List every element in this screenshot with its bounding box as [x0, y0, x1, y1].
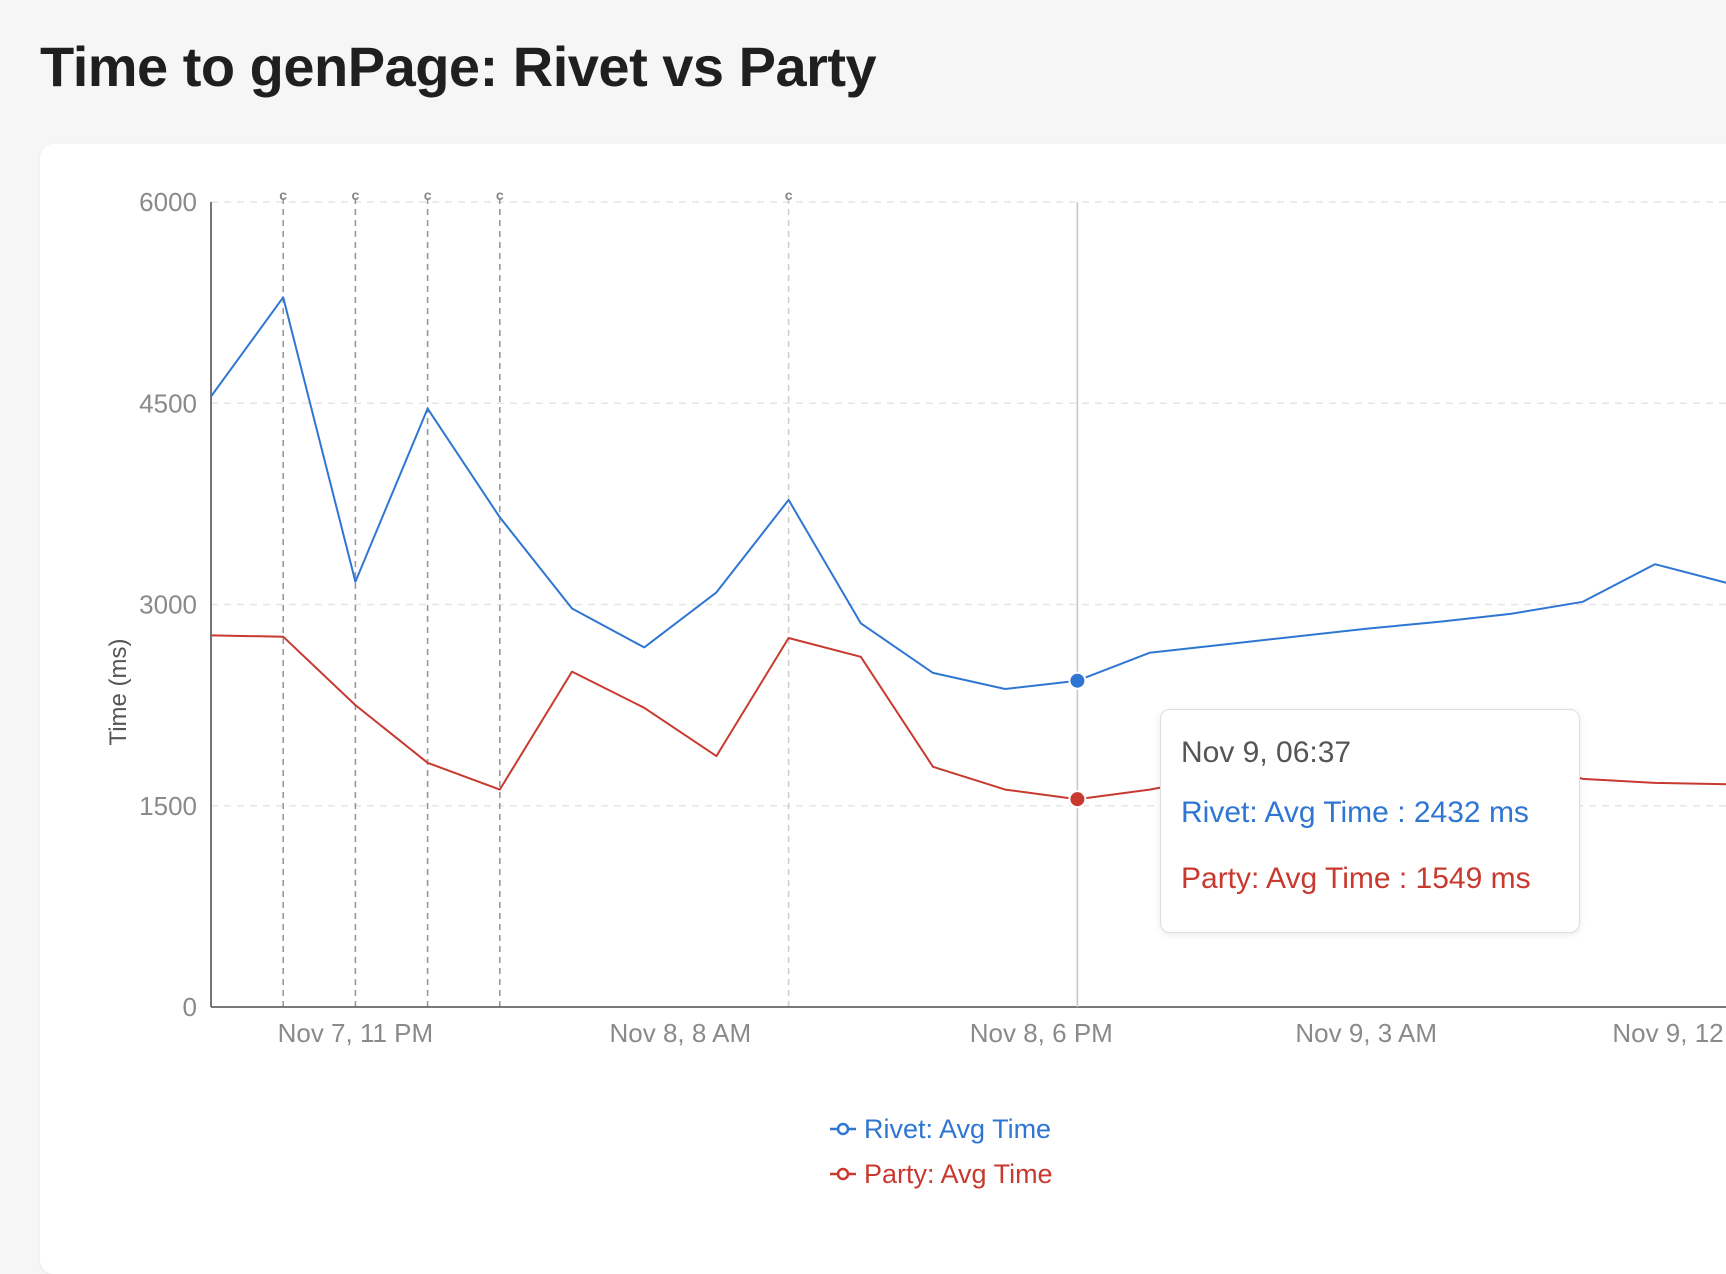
legend-swatch-marker — [836, 1167, 850, 1181]
tooltip-rivet-value: Rivet: Avg Time : 2432 ms — [1181, 796, 1529, 829]
x-tick-label: Nov 8, 6 PM — [970, 1018, 1113, 1048]
page-title: Time to genPage: Rivet vs Party — [40, 35, 877, 98]
y-axis-ticks: 0 1500 3000 4500 6000 — [139, 187, 197, 1022]
x-tick-label: Nov 8, 8 AM — [609, 1018, 751, 1048]
series-line-rivet[interactable] — [211, 296, 1726, 690]
legend-swatch-marker — [836, 1122, 850, 1136]
axes — [210, 202, 1726, 1008]
legend-label: Rivet: Avg Time — [864, 1114, 1051, 1144]
x-tick-label: Nov 7, 11 PM — [278, 1018, 434, 1048]
y-tick-label: 3000 — [139, 590, 197, 620]
chart-tooltip: Nov 9, 06:37 Rivet: Avg Time : 2432 ms P… — [1160, 709, 1580, 933]
highlight-points — [1068, 671, 1087, 809]
event-marker-label: c — [424, 187, 432, 203]
legend-label: Party: Avg Time — [864, 1159, 1053, 1189]
legend-item-rivet[interactable]: Rivet: Avg Time — [830, 1114, 1051, 1144]
y-tick-label: 4500 — [139, 388, 197, 418]
legend-item-party[interactable]: Party: Avg Time — [830, 1159, 1053, 1189]
event-marker-label: c — [279, 187, 287, 203]
x-tick-label: Nov 9, 12 PM — [1612, 1018, 1726, 1048]
y-tick-label: 1500 — [139, 791, 197, 821]
y-tick-label: 6000 — [139, 187, 197, 217]
y-axis-label: Time (ms) — [105, 638, 132, 745]
event-marker-label: c — [785, 187, 793, 203]
legend[interactable]: Rivet: Avg Time Party: Avg Time — [830, 1114, 1053, 1189]
x-tick-label: Nov 9, 3 AM — [1295, 1018, 1437, 1048]
x-axis-ticks: Nov 7, 11 PM Nov 8, 8 AM Nov 8, 6 PM Nov 9,… — [278, 1018, 1726, 1048]
highlight-point-rivet — [1068, 671, 1087, 690]
highlight-point-party — [1068, 790, 1087, 809]
tooltip-party-value: Party: Avg Time : 1549 ms — [1181, 862, 1531, 895]
event-marker-label: c — [352, 187, 360, 203]
y-tick-label: 0 — [183, 992, 197, 1022]
event-marker-label: c — [496, 187, 504, 203]
tooltip-title: Nov 9, 06:37 — [1181, 736, 1352, 769]
